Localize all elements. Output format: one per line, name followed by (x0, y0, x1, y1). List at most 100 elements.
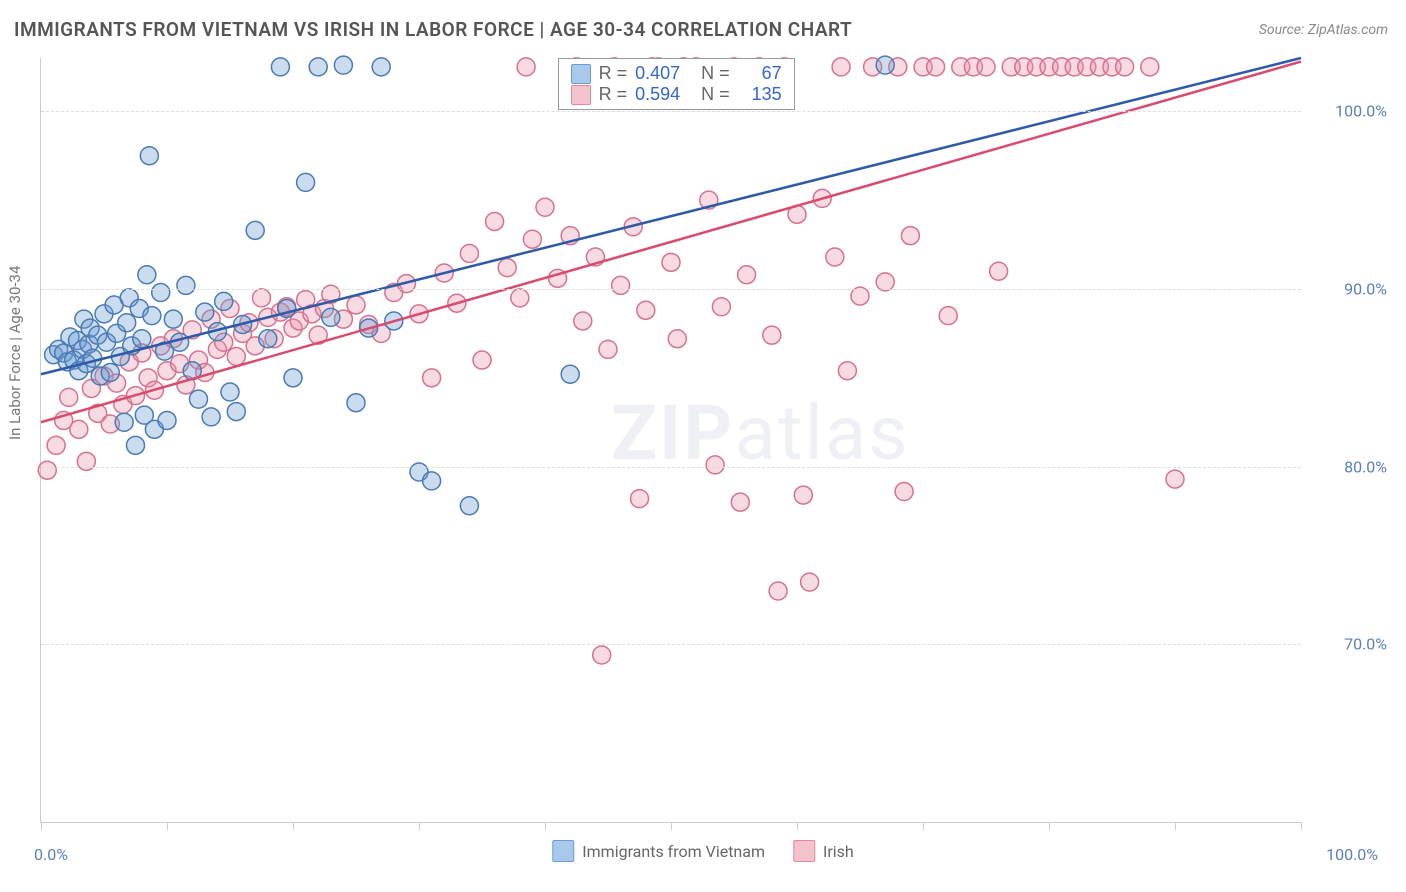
legend-swatch-series2 (793, 840, 815, 862)
gridline (41, 289, 1301, 290)
gridline (41, 644, 1301, 645)
data-point (763, 326, 781, 344)
data-point (158, 411, 176, 429)
y-tick-label: 70.0% (1317, 635, 1387, 654)
stat-n-label: N = (701, 63, 730, 84)
y-tick-label: 80.0% (1317, 457, 1387, 476)
data-point (511, 289, 529, 307)
data-point (259, 330, 277, 348)
legend-item-series1: Immigrants from Vietnam (552, 840, 765, 862)
legend-label-series1: Immigrants from Vietnam (582, 842, 765, 861)
x-tick (923, 822, 924, 830)
data-point (215, 292, 233, 310)
data-point (895, 483, 913, 501)
data-point (423, 472, 441, 490)
data-point (637, 301, 655, 319)
data-point (927, 58, 945, 76)
x-tick (419, 822, 420, 830)
stats-swatch (571, 64, 591, 84)
x-tick (1049, 822, 1050, 830)
data-point (38, 461, 56, 479)
data-point (738, 266, 756, 284)
data-point (309, 58, 327, 76)
data-point (561, 365, 579, 383)
data-point (901, 227, 919, 245)
chart-source: Source: ZipAtlas.com (1259, 22, 1388, 38)
data-point (826, 248, 844, 266)
data-point (227, 403, 245, 421)
data-point (60, 388, 78, 406)
data-point (271, 58, 289, 76)
data-point (498, 259, 516, 277)
data-point (143, 307, 161, 325)
data-point (297, 173, 315, 191)
data-point (101, 363, 119, 381)
data-point (253, 289, 271, 307)
data-point (486, 212, 504, 230)
x-tick (1175, 822, 1176, 830)
plot-svg (41, 58, 1301, 822)
stats-row: R = 0.594 N = 135 (571, 84, 782, 105)
data-point (706, 456, 724, 474)
data-point (1141, 58, 1159, 76)
data-point (190, 390, 208, 408)
data-point (140, 147, 158, 165)
x-tick (41, 822, 42, 830)
data-point (246, 221, 264, 239)
data-point (473, 351, 491, 369)
stat-r-label: R = (599, 84, 628, 105)
data-point (939, 307, 957, 325)
stats-row: R = 0.407 N = 67 (571, 63, 782, 84)
data-point (423, 369, 441, 387)
stat-r-value: 0.407 (635, 63, 680, 84)
x-axis-label-left: 0.0% (34, 845, 68, 864)
gridline (41, 467, 1301, 468)
data-point (460, 244, 478, 262)
data-point (523, 230, 541, 248)
data-point (133, 330, 151, 348)
data-point (536, 198, 554, 216)
data-point (801, 573, 819, 591)
data-point (221, 383, 239, 401)
x-tick (167, 822, 168, 830)
data-point (138, 266, 156, 284)
data-point (460, 497, 478, 515)
chart-container: IMMIGRANTS FROM VIETNAM VS IRISH IN LABO… (0, 0, 1406, 892)
data-point (517, 58, 535, 76)
data-point (668, 330, 686, 348)
data-point (196, 303, 214, 321)
data-point (347, 394, 365, 412)
legend-label-series2: Irish (823, 842, 854, 861)
data-point (574, 312, 592, 330)
data-point (794, 486, 812, 504)
x-tick (797, 822, 798, 830)
data-point (977, 58, 995, 76)
x-tick (671, 822, 672, 830)
data-point (164, 310, 182, 328)
data-point (832, 58, 850, 76)
stat-r-label: R = (599, 63, 628, 84)
data-point (115, 413, 133, 431)
plot-area: ZIPatlas 70.0%80.0%90.0%100.0% R = 0.407… (40, 58, 1301, 823)
data-point (612, 276, 630, 294)
data-point (70, 420, 88, 438)
data-point (593, 646, 611, 664)
stats-box: R = 0.407 N = 67 R = 0.594 N = 135 (558, 58, 795, 110)
data-point (118, 314, 136, 332)
stat-n-label: N = (701, 84, 730, 105)
data-point (84, 349, 102, 367)
data-point (731, 493, 749, 511)
data-point (322, 308, 340, 326)
y-tick-label: 90.0% (1317, 279, 1387, 298)
data-point (152, 284, 170, 302)
legend-swatch-series1 (552, 840, 574, 862)
data-point (838, 362, 856, 380)
chart-title: IMMIGRANTS FROM VIETNAM VS IRISH IN LABO… (14, 18, 852, 41)
y-axis-label: In Labor Force | Age 30-34 (6, 266, 24, 440)
stat-n-value: 67 (738, 63, 782, 84)
data-point (127, 436, 145, 454)
data-point (47, 436, 65, 454)
data-point (372, 58, 390, 76)
x-tick (545, 822, 546, 830)
data-point (284, 369, 302, 387)
